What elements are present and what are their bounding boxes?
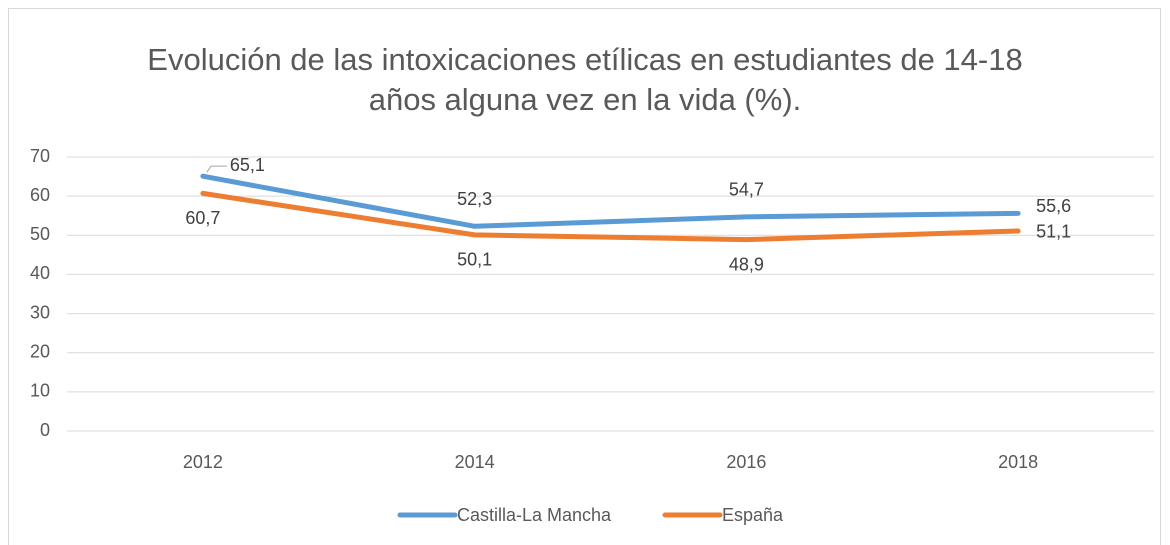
- x-tick-label: 2016: [726, 452, 766, 472]
- legend-label: España: [722, 505, 784, 525]
- data-label: 51,1: [1036, 222, 1071, 242]
- y-tick-label: 0: [40, 420, 50, 440]
- data-label: 48,9: [729, 254, 764, 274]
- label-leader: [206, 165, 227, 173]
- series-line: [200, 173, 1021, 229]
- y-tick-label: 10: [30, 381, 50, 401]
- y-tick-label: 40: [30, 263, 50, 283]
- y-tick-label: 60: [30, 185, 50, 205]
- x-tick-label: 2018: [998, 452, 1038, 472]
- y-tick-label: 50: [30, 224, 50, 244]
- data-label: 65,1: [230, 155, 265, 175]
- y-tick-label: 70: [30, 146, 50, 166]
- y-tick-label: 20: [30, 341, 50, 361]
- data-label: 55,6: [1036, 196, 1071, 216]
- chart-title: Evolución de las intoxicaciones etílicas…: [147, 42, 1023, 117]
- x-tick-label: 2014: [455, 452, 495, 472]
- y-tick-label: 30: [30, 302, 50, 322]
- data-label: 52,3: [457, 189, 492, 209]
- data-label: 60,7: [185, 208, 220, 228]
- data-label: 54,7: [729, 180, 764, 200]
- legend-label: Castilla-La Mancha: [457, 505, 612, 525]
- x-tick-label: 2012: [183, 452, 223, 472]
- data-label: 50,1: [457, 250, 492, 270]
- series-line: [200, 190, 1021, 243]
- chart-border: [8, 8, 1161, 545]
